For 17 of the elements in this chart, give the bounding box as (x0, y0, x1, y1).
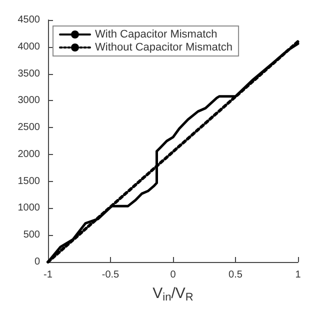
y-tick-label: 4500 (18, 14, 40, 26)
x-tick-label: 0 (170, 270, 176, 280)
y-tick-label: 4000 (18, 41, 40, 52)
legend-label: With Capacitor Mismatch (95, 28, 218, 40)
y-tick-label: 2500 (18, 122, 40, 134)
y-tick-label: 3000 (18, 95, 40, 106)
y-tick-label: 2000 (18, 148, 40, 160)
x-tick-label: -1 (44, 270, 53, 280)
y-tick-label: 3500 (18, 68, 40, 80)
x-tick-label: 0.5 (228, 270, 243, 280)
x-tick-label: -0.5 (102, 270, 120, 280)
y-tick-label: 500 (23, 230, 40, 241)
y-tick-label: 1500 (18, 176, 40, 187)
y-tick-label: 1000 (18, 202, 40, 214)
x-tick-label: 1 (295, 270, 302, 280)
legend-label: Without Capacitor Mismatch (95, 42, 233, 54)
y-tick-label: 0 (34, 256, 40, 268)
